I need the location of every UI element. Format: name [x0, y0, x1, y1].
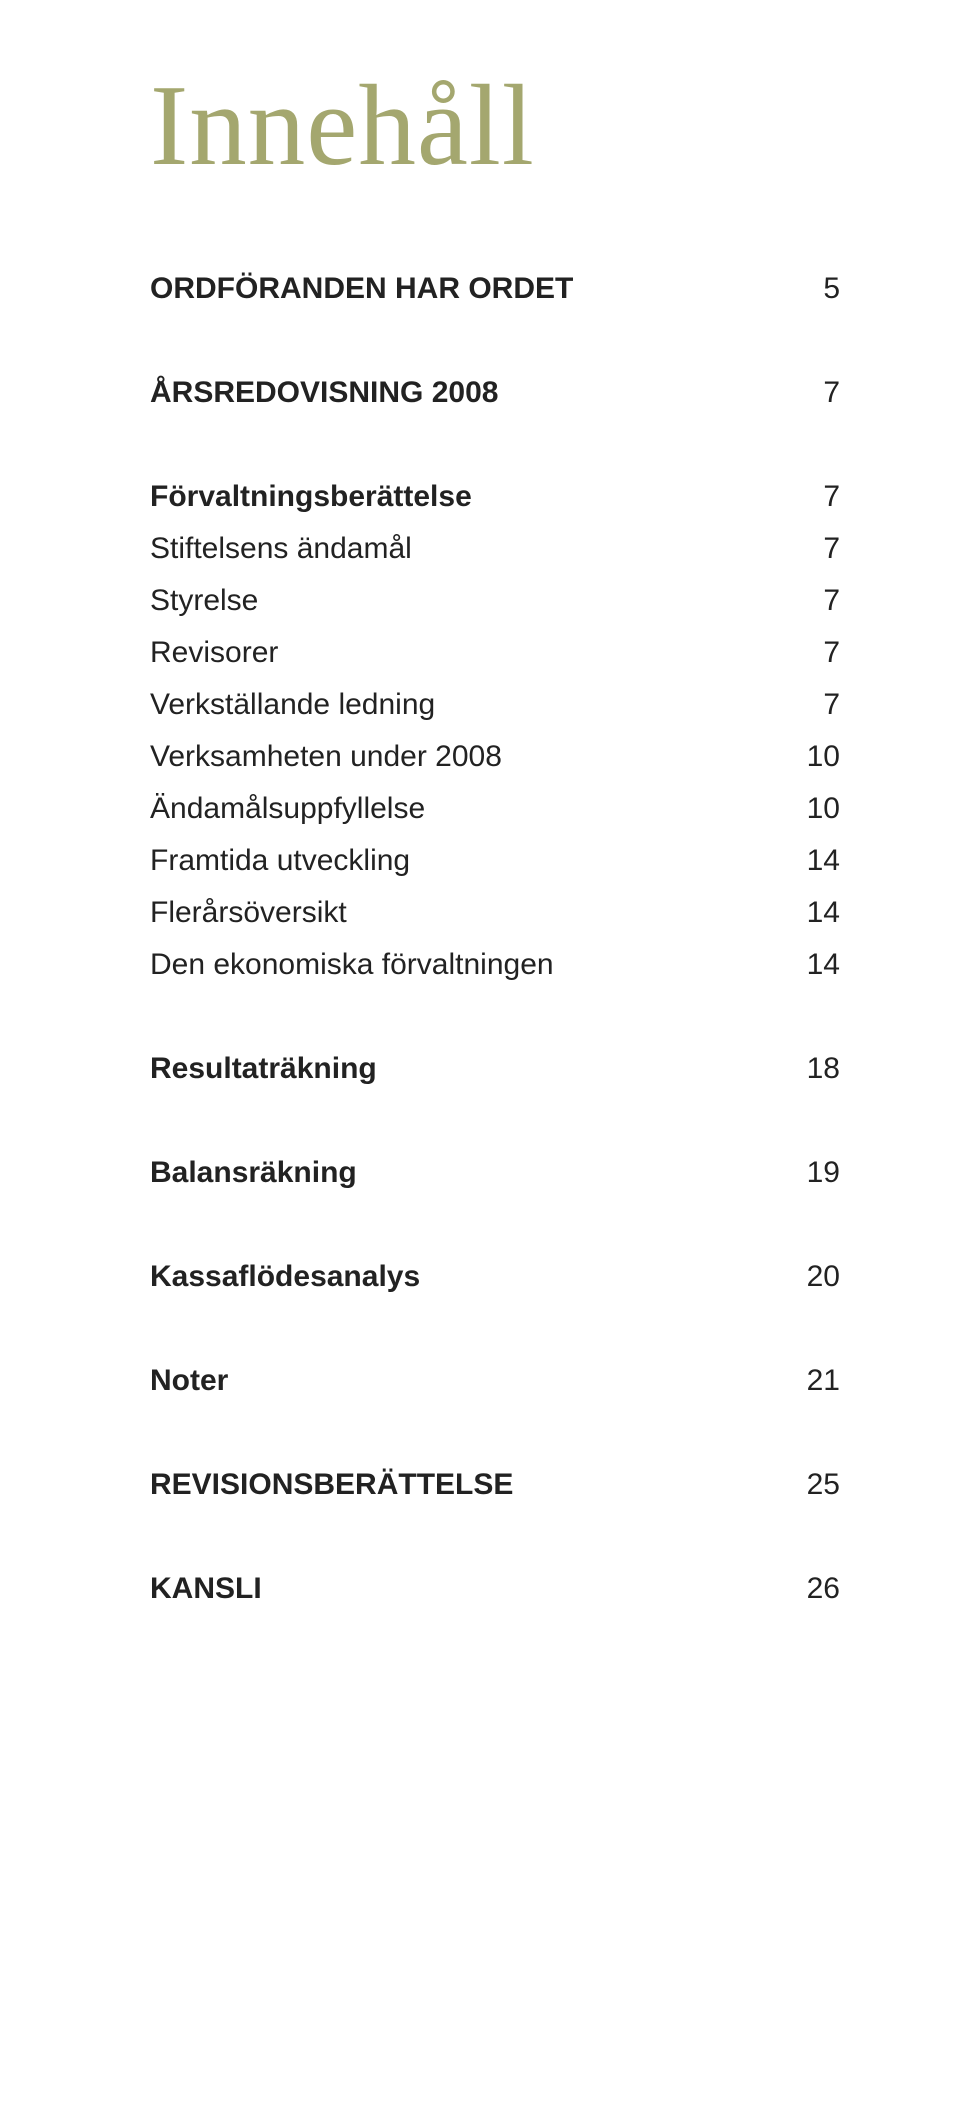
toc-row: REVISIONSBERÄTTELSE 25 — [150, 1468, 840, 1502]
toc-row: ORDFÖRANDEN HAR ORDET 5 — [150, 272, 840, 306]
toc-label: KANSLI — [150, 1572, 262, 1606]
toc-page-number: 7 — [780, 636, 840, 670]
toc-page-number: 14 — [780, 948, 840, 982]
toc-page-number: 19 — [780, 1156, 840, 1190]
toc-row: Stiftelsens ändamål 7 — [150, 532, 840, 566]
toc-row: Förvaltningsberättelse 7 — [150, 480, 840, 514]
toc-page-number: 25 — [780, 1468, 840, 1502]
toc-row: Den ekonomiska förvaltningen 14 — [150, 948, 840, 982]
toc-page-number: 18 — [780, 1052, 840, 1086]
toc-label: Förvaltningsberättelse — [150, 480, 472, 514]
toc-row: Framtida utveckling 14 — [150, 844, 840, 878]
toc-label: Stiftelsens ändamål — [150, 532, 412, 566]
toc-label: Resultaträkning — [150, 1052, 377, 1086]
toc-row: Ändamålsuppfyllelse 10 — [150, 792, 840, 826]
toc-page-number: 7 — [780, 688, 840, 722]
toc-label: Verkställande ledning — [150, 688, 435, 722]
toc-page-number: 5 — [780, 272, 840, 306]
toc-row: Balansräkning 19 — [150, 1156, 840, 1190]
toc-row: Verksamheten under 2008 10 — [150, 740, 840, 774]
toc-row: Verkställande ledning 7 — [150, 688, 840, 722]
toc-label: Kassaflödesanalys — [150, 1260, 420, 1294]
toc-label: Styrelse — [150, 584, 258, 618]
toc-page-number: 10 — [780, 792, 840, 826]
toc-label: ÅRSREDOVISNING 2008 — [150, 376, 498, 410]
toc-row: KANSLI 26 — [150, 1572, 840, 1606]
toc-page-number: 7 — [780, 584, 840, 618]
toc-page-number: 21 — [780, 1364, 840, 1398]
toc-label: Den ekonomiska förvaltningen — [150, 948, 554, 982]
toc-page-number: 7 — [780, 480, 840, 514]
toc-label: Flerårsöversikt — [150, 896, 347, 930]
toc-page-number: 10 — [780, 740, 840, 774]
toc-label: Verksamheten under 2008 — [150, 740, 502, 774]
toc-label: Revisorer — [150, 636, 278, 670]
toc-page-number: 20 — [780, 1260, 840, 1294]
toc-label: Ändamålsuppfyllelse — [150, 792, 425, 826]
toc-label: ORDFÖRANDEN HAR ORDET — [150, 272, 573, 306]
toc-row: Kassaflödesanalys 20 — [150, 1260, 840, 1294]
toc-page-number: 14 — [780, 844, 840, 878]
table-of-contents: ORDFÖRANDEN HAR ORDET 5 ÅRSREDOVISNING 200… — [150, 272, 840, 1606]
toc-page-number: 26 — [780, 1572, 840, 1606]
toc-row: Noter 21 — [150, 1364, 840, 1398]
toc-label: REVISIONSBERÄTTELSE — [150, 1468, 513, 1502]
toc-row: Resultaträkning 18 — [150, 1052, 840, 1086]
toc-row: Revisorer 7 — [150, 636, 840, 670]
toc-label: Balansräkning — [150, 1156, 357, 1190]
toc-row: Styrelse 7 — [150, 584, 840, 618]
toc-page-number: 7 — [780, 532, 840, 566]
toc-row: Flerårsöversikt 14 — [150, 896, 840, 930]
toc-label: Noter — [150, 1364, 228, 1398]
toc-row: ÅRSREDOVISNING 2008 7 — [150, 376, 840, 410]
toc-page-number: 14 — [780, 896, 840, 930]
page-title: Innehåll — [150, 60, 840, 192]
toc-label: Framtida utveckling — [150, 844, 410, 878]
toc-page-number: 7 — [780, 376, 840, 410]
